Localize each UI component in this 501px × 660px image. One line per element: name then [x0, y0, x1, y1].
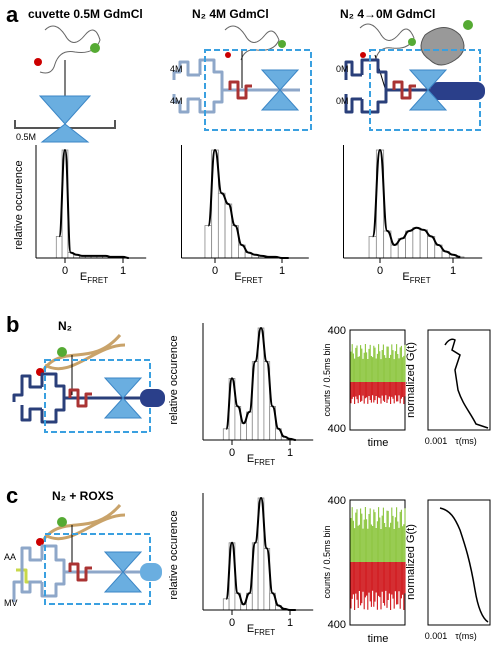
- microfluidic-diagram: [344, 20, 485, 131]
- panel-title: cuvette 0.5M GdmCl: [28, 7, 143, 21]
- x-tick-label: 0.001: [425, 436, 448, 446]
- axis-label-main: E: [247, 623, 254, 635]
- axis-label-sub: FRET: [410, 276, 431, 285]
- panel-letter: c: [6, 483, 18, 508]
- x-tick-label: 0.001: [425, 631, 448, 641]
- x-axis-label: EFRET: [247, 623, 275, 637]
- axis-label-main: E: [80, 271, 87, 283]
- axis-label-sub: FRET: [242, 276, 263, 285]
- axis-label-main: E: [247, 453, 254, 465]
- correlation-frame: [427, 329, 491, 626]
- count-tick: 400: [328, 495, 346, 507]
- x-tick-label: 0: [229, 617, 235, 629]
- x-tick-label: 0: [62, 265, 68, 277]
- histogram-bar: [222, 598, 230, 611]
- x-tick-label: 1: [279, 265, 285, 277]
- x-axis-label: τ(ms): [455, 436, 477, 446]
- y-axis-label: relative occurence: [168, 335, 180, 424]
- axis-label-main: E: [234, 271, 241, 283]
- concentration-label: 0M: [336, 64, 349, 74]
- panel-title: N₂ 4M GdmCl: [192, 7, 269, 21]
- histogram-bar: [412, 227, 421, 259]
- panel-letter: a: [6, 2, 19, 27]
- y-axis-label: relative occurence: [13, 160, 25, 249]
- y-axis-label: counts / 0.5ms bin: [322, 525, 332, 598]
- histogram-bar: [217, 192, 226, 259]
- x-tick-label: 1: [120, 265, 126, 277]
- axis-label-main: E: [402, 271, 409, 283]
- x-axis-label: EFRET: [402, 271, 430, 285]
- x-tick-label: 1: [450, 265, 456, 277]
- count-tick: 400: [328, 619, 346, 631]
- fit-curve: [371, 148, 461, 258]
- x-axis-label: EFRET: [247, 453, 275, 467]
- x-axis-label: time: [368, 437, 389, 449]
- acceptor-trace: [350, 507, 406, 562]
- x-tick-label: 1: [287, 447, 293, 459]
- histogram-bar: [419, 229, 428, 259]
- concentration-label: 4M: [170, 64, 183, 74]
- panel-title: N₂ + ROXS: [52, 489, 114, 503]
- inlet-label: MV: [4, 598, 18, 608]
- x-axis-label: EFRET: [234, 271, 262, 285]
- x-tick-label: 0: [212, 265, 218, 277]
- microfluidic-diagram: [12, 334, 165, 433]
- histogram-bar: [240, 422, 247, 441]
- donor-trace: [350, 382, 406, 404]
- axis-label-sub: FRET: [254, 628, 275, 637]
- fit-curve: [207, 148, 289, 259]
- panel-letter: b: [6, 312, 19, 337]
- concentration-label: 0M: [336, 96, 349, 106]
- count-tick: 400: [328, 325, 346, 337]
- panel-title: N₂ 4→0M GdmCl: [340, 7, 435, 21]
- x-tick-label: 0: [229, 447, 235, 459]
- x-axis-label: time: [368, 633, 389, 645]
- histogram-bar: [222, 428, 230, 441]
- x-axis-label: τ(ms): [455, 631, 477, 641]
- acceptor-trace: [350, 344, 406, 382]
- histogram-bar: [368, 235, 377, 259]
- panel-title: N₂: [58, 319, 72, 333]
- histogram-bar: [55, 235, 63, 259]
- y-axis-label: normalized G(t): [405, 524, 417, 600]
- histogram-bar: [405, 230, 414, 259]
- inlet-label: AA: [4, 552, 16, 562]
- y-axis-label: counts / 0.5ms bin: [322, 343, 332, 416]
- fit-curve: [225, 496, 296, 611]
- microfluidic-diagram: [172, 25, 312, 131]
- axis-label-sub: FRET: [254, 458, 275, 467]
- microfluidic-diagram: [12, 504, 162, 605]
- cuvette-diagram: [14, 25, 116, 143]
- fit-curve: [225, 326, 296, 441]
- donor-trace: [350, 562, 406, 610]
- fit-curve: [58, 148, 129, 259]
- count-tick: 400: [328, 423, 346, 435]
- y-axis-label: relative occurence: [168, 510, 180, 599]
- concentration-label: 0.5M: [16, 132, 36, 142]
- x-tick-label: 1: [287, 617, 293, 629]
- x-tick-label: 0: [377, 265, 383, 277]
- histogram-bar: [390, 244, 399, 259]
- concentration-label: 4M: [170, 96, 183, 106]
- x-axis-label: EFRET: [80, 271, 108, 285]
- histogram-bar: [204, 225, 213, 259]
- y-axis-label: normalized G(t): [405, 342, 417, 418]
- axis-label-sub: FRET: [87, 276, 108, 285]
